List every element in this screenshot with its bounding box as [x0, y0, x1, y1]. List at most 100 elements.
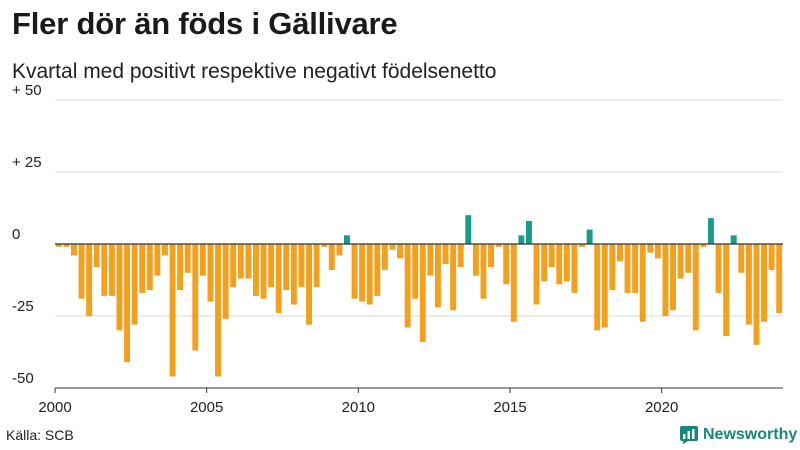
- y-tick-label: + 25: [12, 154, 42, 171]
- bar: [253, 244, 259, 296]
- y-tick-label: -50: [12, 370, 34, 387]
- bar: [533, 244, 540, 305]
- brand-logo: Newsworthy: [680, 426, 797, 444]
- x-tick-label: 2020: [645, 399, 678, 416]
- bar: [116, 244, 123, 331]
- x-tick-label: 2000: [38, 399, 71, 416]
- bar: [708, 218, 714, 244]
- bar: [526, 220, 532, 244]
- bar: [586, 229, 593, 244]
- chart-subtitle: Kvartal med positivt respektive negativt…: [12, 60, 497, 83]
- bar: [298, 244, 305, 288]
- brand-name: Newsworthy: [703, 426, 798, 443]
- bar: [480, 244, 487, 299]
- bar: [146, 244, 153, 291]
- source-note: Källa: SCB: [6, 427, 74, 443]
- bar: [404, 244, 411, 328]
- bar: [381, 244, 388, 270]
- bar: [366, 244, 373, 305]
- bar: [495, 244, 502, 247]
- bar: [290, 244, 297, 305]
- bar: [427, 244, 434, 276]
- bar: [700, 244, 707, 247]
- bar: [465, 215, 472, 244]
- newsworthy-logo-icon: [680, 426, 698, 444]
- bar: [738, 244, 745, 273]
- bar: [654, 244, 661, 259]
- y-tick-label: 0: [12, 226, 20, 243]
- bar: [86, 244, 93, 316]
- bar: [237, 244, 244, 279]
- bar: [677, 244, 684, 279]
- bar: [541, 244, 548, 282]
- bar: [55, 244, 62, 247]
- bar: [692, 244, 699, 331]
- bar: [745, 244, 752, 325]
- bar: [230, 244, 237, 288]
- bar: [685, 244, 692, 273]
- bar: [768, 244, 775, 270]
- x-tick-label: 2010: [342, 399, 375, 416]
- bar: [670, 244, 676, 311]
- x-tick-label: 2005: [190, 399, 223, 416]
- bar: [313, 244, 320, 288]
- bar: [632, 244, 639, 293]
- bar: [548, 244, 555, 268]
- bar: [662, 244, 669, 316]
- bar: [556, 244, 563, 285]
- bar: [518, 235, 525, 244]
- bar: [412, 244, 419, 299]
- bar: [397, 244, 403, 259]
- bar: [624, 244, 631, 293]
- bar: [639, 244, 646, 322]
- bar: [488, 244, 494, 268]
- bar: [472, 244, 479, 276]
- bar: [71, 244, 77, 256]
- bar: [450, 244, 457, 311]
- bar: [344, 235, 350, 244]
- bar: [260, 244, 267, 299]
- y-tick-label: -25: [12, 298, 34, 315]
- bar: [199, 244, 206, 276]
- bar: [283, 244, 290, 291]
- bar: [563, 244, 570, 282]
- bar: [336, 244, 343, 256]
- bar: [177, 244, 184, 291]
- chart-title: Fler dör än föds i Gällivare: [12, 6, 398, 41]
- bar: [435, 244, 441, 308]
- bar: [419, 244, 426, 342]
- bar: [131, 244, 138, 325]
- bar: [715, 244, 722, 293]
- bar: [207, 244, 214, 302]
- bar: [579, 244, 585, 247]
- bar: [723, 244, 730, 337]
- bar: [63, 244, 70, 247]
- bar: [154, 244, 161, 276]
- bar: [245, 244, 252, 279]
- bar: [776, 244, 783, 314]
- bar: [761, 244, 767, 322]
- bar: [215, 244, 221, 377]
- y-tick-label: + 50: [12, 82, 42, 99]
- bar: [374, 244, 381, 296]
- bar: [162, 244, 168, 256]
- bar: [609, 244, 616, 291]
- bar: [328, 244, 335, 270]
- bar: [321, 244, 328, 247]
- axes: [54, 243, 783, 393]
- bar: [306, 244, 312, 325]
- bar: [101, 244, 108, 296]
- bar: [730, 235, 737, 244]
- bar: [457, 244, 464, 268]
- bar: [510, 244, 517, 322]
- bar: [389, 244, 396, 250]
- bar: [192, 244, 199, 351]
- bar: [222, 244, 229, 319]
- x-tick-label: 2015: [493, 399, 526, 416]
- bar: [169, 244, 176, 377]
- bar: [139, 244, 146, 293]
- bar: [503, 244, 510, 285]
- bar: [275, 244, 282, 314]
